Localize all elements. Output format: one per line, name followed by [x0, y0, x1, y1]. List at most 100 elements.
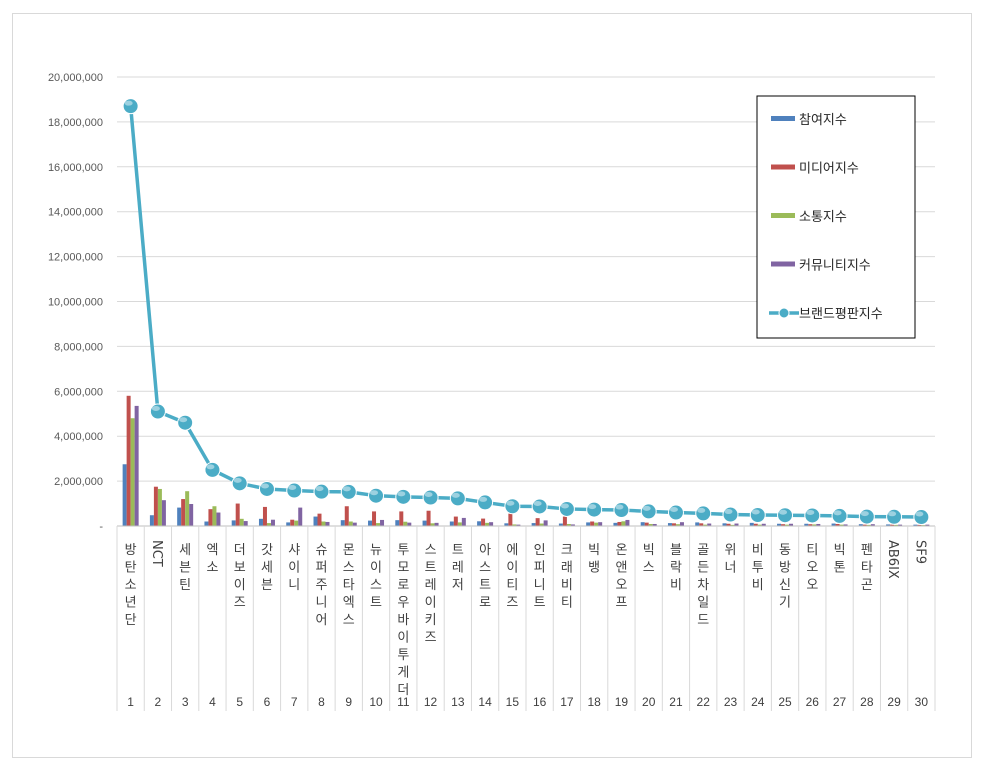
x-tick-label: 16 — [533, 695, 547, 709]
line-point — [286, 482, 303, 499]
bar — [157, 488, 162, 526]
legend-swatch — [771, 164, 795, 170]
bar — [566, 523, 571, 526]
line-point-highlight — [615, 504, 624, 510]
bar — [734, 523, 739, 526]
bar — [671, 523, 676, 526]
bar — [348, 521, 353, 526]
bar — [886, 524, 891, 526]
bar — [695, 522, 700, 526]
legend-label: 미디어지수 — [799, 162, 859, 177]
x-category-name: SF9 — [912, 540, 927, 564]
y-tick-label: 12,000,000 — [48, 252, 103, 264]
line-point — [504, 498, 521, 515]
x-tick-label: 7 — [291, 695, 298, 709]
bar — [372, 511, 377, 526]
bar — [270, 519, 275, 526]
bar — [862, 524, 867, 526]
legend-label: 브랜드평판지수 — [799, 307, 883, 322]
bar — [621, 521, 626, 526]
bars — [122, 395, 930, 526]
x-tick-label: 28 — [860, 695, 874, 709]
line-point — [886, 508, 903, 525]
x-tick-label: 18 — [587, 695, 601, 709]
bar — [812, 524, 817, 526]
bar — [726, 523, 731, 526]
bar — [679, 522, 684, 526]
x-tick-label: 19 — [615, 695, 629, 709]
x-tick-label: 20 — [642, 695, 656, 709]
bar — [344, 506, 349, 526]
bar — [512, 524, 517, 526]
bar — [407, 522, 412, 526]
x-tick-label: 8 — [318, 695, 325, 709]
bar — [613, 522, 618, 526]
gridlines — [117, 76, 935, 482]
line-point — [667, 504, 684, 521]
bar — [858, 524, 863, 526]
bar — [831, 523, 836, 526]
bar — [730, 524, 735, 526]
line-point-highlight — [560, 503, 569, 509]
bar — [753, 523, 758, 526]
line-point-highlight — [860, 511, 869, 517]
x-tick-label: 26 — [806, 695, 820, 709]
line-point-highlight — [588, 504, 597, 510]
x-tick-label: 1 — [127, 695, 134, 709]
x-tick-label: 6 — [264, 695, 271, 709]
bar — [453, 516, 458, 526]
x-tick-label: 21 — [669, 695, 683, 709]
bar — [913, 524, 918, 526]
chart-frame: - 2,000,000 4,000,000 6,000,000 8,000,000 10,… — [12, 13, 972, 758]
bar — [890, 524, 895, 526]
bar — [543, 520, 548, 526]
bar — [586, 522, 591, 526]
line-point — [613, 502, 630, 519]
bar — [208, 509, 213, 526]
legend-swatch — [771, 116, 795, 121]
bar — [675, 524, 680, 526]
x-tick-label: 24 — [751, 695, 765, 709]
y-axis: - 2,000,000 4,000,000 6,000,000 8,000,000 10,… — [48, 72, 103, 533]
line-point-highlight — [697, 507, 706, 513]
line-point-highlight — [288, 485, 297, 491]
line-point — [586, 501, 603, 518]
bar — [216, 512, 221, 526]
bar — [243, 521, 248, 526]
brand-reputation-chart: - 2,000,000 4,000,000 6,000,000 8,000,000 10,… — [48, 72, 936, 711]
bar — [368, 520, 373, 526]
bar — [535, 518, 540, 526]
line-point-highlight — [233, 477, 242, 483]
bar — [816, 523, 821, 526]
bar — [843, 524, 848, 526]
y-tick-label: 10,000,000 — [48, 297, 103, 309]
bar — [644, 522, 649, 526]
line-point — [204, 461, 221, 478]
bar — [153, 486, 158, 526]
bar — [449, 521, 454, 526]
y-tick-label: 6,000,000 — [54, 386, 103, 398]
bar — [785, 524, 790, 526]
bar — [625, 519, 630, 526]
x-tick-label: 27 — [833, 695, 847, 709]
y-tick-label: 16,000,000 — [48, 162, 103, 174]
legend-label: 참여지수 — [799, 113, 847, 128]
bar — [395, 520, 400, 526]
bar — [894, 524, 899, 526]
x-tick-label: 14 — [478, 695, 492, 709]
bar — [481, 518, 486, 526]
x-tick-label: 30 — [915, 695, 929, 709]
line-point — [258, 480, 275, 497]
bar — [839, 524, 844, 526]
bar — [134, 405, 139, 526]
bar — [504, 523, 509, 526]
